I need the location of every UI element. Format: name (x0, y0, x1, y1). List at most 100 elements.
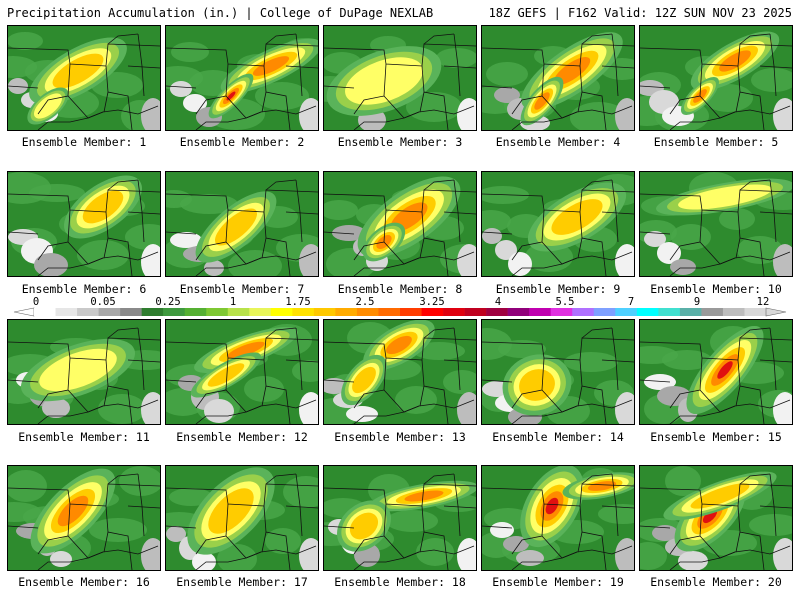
member-label: Ensemble Member: 12 (176, 430, 308, 444)
colorbar-swatch (550, 308, 573, 316)
member-15-map (639, 319, 793, 425)
state-border (103, 505, 133, 570)
light-precip-area (255, 82, 309, 110)
header: Precipitation Accumulation (in.) | Colle… (0, 0, 800, 24)
colorbar-swatch (249, 308, 272, 316)
state-border (107, 327, 160, 363)
state-border (482, 473, 619, 537)
state-border (511, 251, 633, 276)
colorbar-swatch (400, 308, 422, 316)
precip-field (324, 172, 476, 276)
member-label: Ensemble Member: 13 (334, 430, 466, 444)
member-16-map (7, 465, 161, 571)
state-border (511, 105, 633, 130)
member-label: Ensemble Member: 2 (179, 135, 305, 149)
state-border (423, 179, 476, 215)
state-border (37, 399, 159, 424)
light-precip-area (8, 470, 47, 502)
member-label: Ensemble Member: 14 (492, 430, 624, 444)
precip-contour (345, 57, 423, 105)
dry-area (299, 244, 318, 276)
dry-area (332, 225, 366, 241)
light-precip-area (77, 240, 129, 270)
state-border (482, 483, 634, 507)
state-border (8, 179, 145, 243)
colorbar-swatch (292, 308, 315, 316)
dry-area (141, 244, 160, 276)
colorbar-tick-label: 7 (627, 296, 635, 308)
colorbar-swatch (378, 308, 401, 316)
state-border (640, 327, 777, 391)
state-border (261, 505, 291, 570)
precip-contour (226, 91, 236, 101)
dry-area (773, 98, 792, 130)
member-13-map (323, 319, 477, 425)
dry-area (494, 87, 520, 103)
dry-area (299, 392, 318, 424)
colorbar-swatch (120, 308, 142, 316)
state-border (581, 179, 634, 215)
light-precip-area (244, 376, 284, 402)
state-border (195, 251, 317, 276)
light-precip-area (217, 544, 257, 570)
state-border (8, 43, 160, 67)
colorbar-max-arrow (765, 307, 787, 317)
member-19-map (481, 465, 635, 571)
colorbar-swatch (335, 308, 358, 316)
state-border (640, 483, 792, 507)
precip-contour (545, 497, 559, 515)
state-border (739, 179, 792, 215)
light-precip-area (564, 352, 618, 372)
state-border (261, 65, 291, 130)
state-border (107, 473, 160, 509)
precip-field (640, 320, 792, 424)
state-border (640, 337, 792, 361)
state-border (581, 327, 634, 363)
colorbar-tick-label: 3.25 (419, 296, 445, 308)
dry-area (482, 228, 502, 244)
state-border (107, 179, 160, 215)
dry-area (141, 538, 160, 570)
precip-contour (52, 53, 104, 89)
light-precip-area (570, 102, 628, 130)
state-border (419, 211, 449, 276)
light-precip-area (265, 528, 301, 554)
light-precip-area (171, 42, 209, 62)
light-precip-area (598, 504, 634, 524)
state-border (265, 327, 318, 363)
light-precip-area (8, 502, 41, 522)
precip-field (324, 26, 476, 130)
colorbar-swatches (13, 307, 787, 317)
dry-area (8, 78, 28, 94)
valid-time: 18Z GEFS | F162 Valid: 12Z SUN NOV 23 20… (488, 6, 792, 20)
state-border (739, 33, 792, 69)
colorbar-tick-label: 1.75 (285, 296, 311, 308)
state-border (37, 251, 159, 276)
dry-area (166, 526, 186, 542)
state-border (353, 251, 475, 276)
state-border (735, 65, 765, 130)
state-border (423, 33, 476, 69)
state-border (261, 211, 291, 276)
light-precip-area (665, 466, 701, 496)
state-border (511, 545, 633, 570)
precip-contour (214, 208, 258, 246)
precip-field (166, 172, 318, 276)
precip-contour (404, 490, 444, 502)
precip-field (166, 26, 318, 130)
precip-field (8, 26, 160, 130)
dry-area (490, 522, 514, 538)
dry-area (657, 242, 681, 264)
state-border (581, 33, 634, 69)
dry-area (773, 538, 792, 570)
colorbar-swatch (313, 308, 336, 316)
precip-contour (690, 483, 750, 509)
colorbar-tick-label: 0.25 (155, 296, 181, 308)
state-border (324, 179, 461, 243)
precip-field (166, 466, 318, 570)
state-border (37, 105, 159, 130)
state-border (735, 211, 765, 276)
state-border (166, 33, 303, 97)
colorbar-min-arrow (13, 307, 35, 317)
state-border (419, 505, 449, 570)
